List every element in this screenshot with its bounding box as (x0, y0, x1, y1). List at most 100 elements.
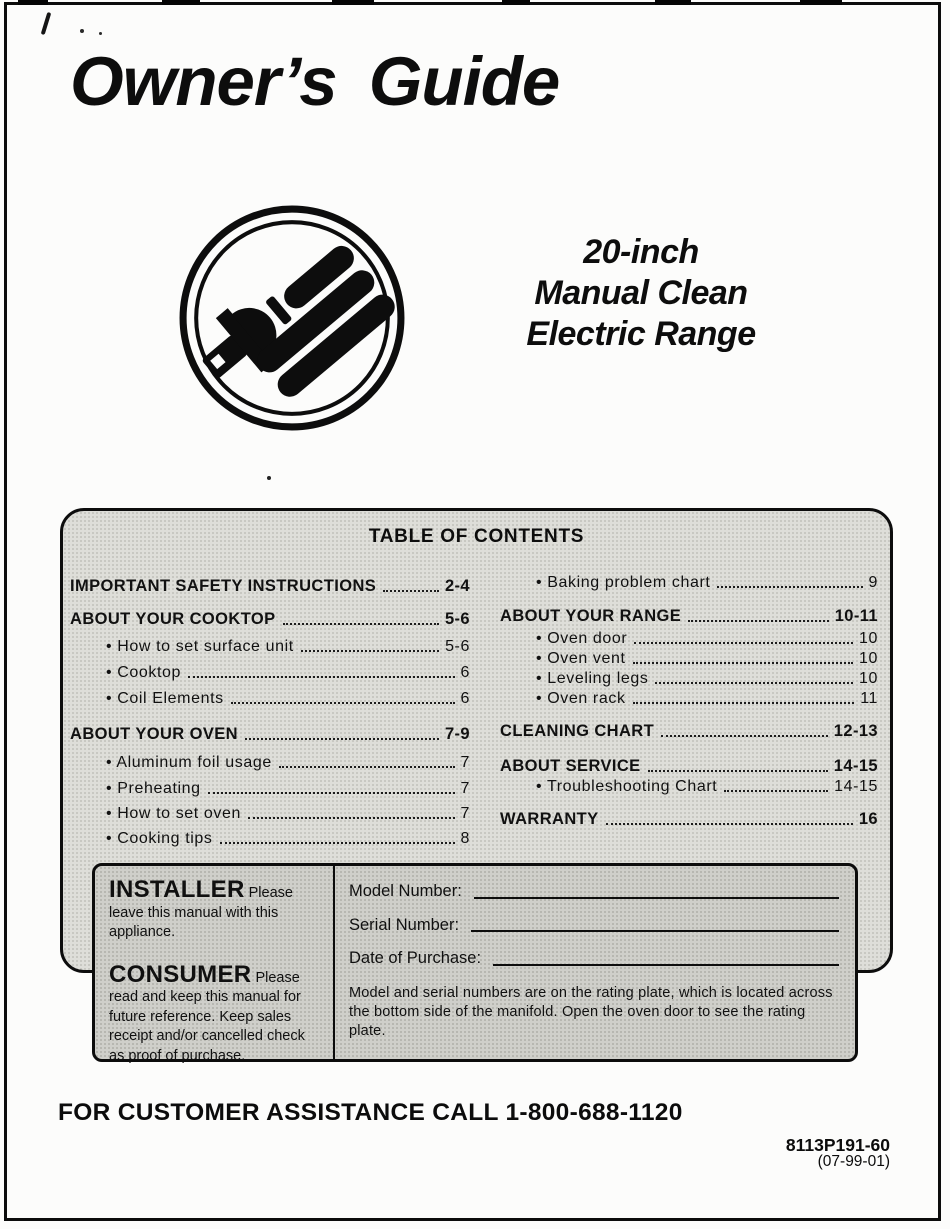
date-of-purchase-label: Date of Purchase: (349, 949, 482, 967)
toc-entry: Coil Elements 6 (70, 684, 470, 708)
dot-leader (219, 842, 455, 844)
toc-entry-label: Cooking tips (70, 830, 213, 848)
product-line: Manual Clean (534, 274, 748, 312)
electric-plug-icon (179, 205, 405, 431)
dot-leader (661, 735, 828, 737)
page-number: 8 (460, 830, 470, 847)
page-number: 11 (860, 690, 878, 707)
toc-entry: Baking problem chart 9 (500, 572, 878, 592)
dot-leader (282, 623, 439, 625)
page-number: 14-15 (833, 757, 878, 775)
dot-leader (717, 586, 863, 588)
page-number: 7 (460, 780, 470, 797)
dot-leader (605, 823, 853, 825)
toc-entry-label: Preheating (70, 780, 201, 798)
dot-leader (688, 620, 829, 622)
toc-entry-label: Oven vent (500, 650, 626, 668)
toc-heading: TABLE OF CONTENTS (368, 526, 585, 547)
serial-number-row: Serial Number: (349, 915, 839, 934)
toc-entry: CLEANING CHART 12-13 (500, 717, 878, 741)
page-number: 7-9 (444, 725, 470, 743)
toc-entry-label: Cooktop (70, 664, 181, 682)
toc-entry: How to set surface unit 5-6 (70, 632, 470, 656)
toc-columns: IMPORTANT SAFETY INSTRUCTIONS 2-4 ABOUT Y… (63, 572, 890, 848)
registration-fields-cell: Model Number: Serial Number: Date of Pur… (335, 866, 855, 1059)
part-number: 8113P191-60 (785, 1135, 890, 1155)
toc-entry: ABOUT YOUR OVEN 7-9 (70, 720, 470, 744)
toc-entry-label: ABOUT YOUR OVEN (70, 725, 238, 743)
page-number: 7 (460, 754, 470, 771)
toc-entry-label: ABOUT YOUR COOKTOP (70, 610, 276, 628)
toc-entry: Cooktop 6 (70, 658, 470, 682)
toc-entry-label: How to set surface unit (70, 638, 294, 656)
scan-artifact (18, 0, 48, 5)
toc-entry-label: WARRANTY (500, 810, 599, 828)
page-number: 5-6 (444, 610, 470, 628)
toc-entry-label: Coil Elements (70, 690, 224, 708)
toc-entry: IMPORTANT SAFETY INSTRUCTIONS 2-4 (70, 572, 470, 596)
toc-entry: Troubleshooting Chart 14-15 (500, 776, 878, 796)
consumer-notice: CONSUMER Please read and keep this manua… (109, 960, 324, 1067)
toc-entry: Leveling legs 10 (500, 668, 878, 688)
dot-leader (632, 662, 853, 664)
toc-entry: ABOUT YOUR COOKTOP 5-6 (70, 605, 470, 629)
consumer-text: Please read and keep this manual for fut… (109, 969, 305, 1064)
customer-assistance-line: FOR CUSTOMER ASSISTANCE CALL 1-800-688-1… (58, 1099, 683, 1126)
product-line: Electric Range (526, 315, 756, 353)
product-line: 20-inch (583, 233, 699, 271)
toc-entry-label: ABOUT SERVICE (500, 757, 641, 775)
toc-entry: Oven rack 11 (500, 688, 878, 708)
toc-entry: ABOUT YOUR RANGE 10-11 (500, 602, 878, 626)
toc-entry-label: Leveling legs (500, 670, 648, 688)
pen-stroke (40, 11, 52, 36)
registration-notice-cell: INSTALLER Please leave this manual with … (95, 866, 335, 1064)
date-of-purchase-row: Date of Purchase: (349, 950, 839, 967)
toc-entry-label: Oven rack (500, 690, 626, 708)
document-code: 8113P191-60 (07-99-01) (786, 1136, 890, 1170)
page-number: 2-4 (444, 577, 470, 595)
toc-entry: Cooking tips 8 (70, 824, 470, 848)
scan-artifact (162, 0, 200, 5)
toc-entry: How to set oven 7 (70, 799, 470, 823)
toc-left-column: IMPORTANT SAFETY INSTRUCTIONS 2-4 ABOUT Y… (70, 572, 470, 848)
model-number-line (473, 895, 839, 899)
toc-entry-label: Aluminum foil usage (70, 754, 272, 772)
dot-leader (207, 792, 455, 794)
toc-entry-label: Baking problem chart (500, 574, 710, 592)
toc-entry-label: Troubleshooting Chart (500, 778, 717, 796)
page-number: 9 (868, 574, 878, 591)
page-title: Owner’s Guide (70, 43, 560, 120)
scan-speck (267, 476, 271, 480)
toc-right-column: Baking problem chart 9 ABOUT YOUR RANGE 10… (500, 572, 878, 848)
page-number: 10-11 (834, 607, 878, 625)
toc-entry-label: How to set oven (70, 805, 241, 823)
toc-entry: ABOUT SERVICE 14-15 (500, 752, 878, 776)
toc-entry: Oven vent 10 (500, 648, 878, 668)
model-number-label: Model Number: (349, 882, 462, 900)
toc-entry-label: Oven door (500, 630, 627, 648)
pen-dot (99, 32, 102, 35)
dot-leader (647, 770, 828, 772)
toc-entry-label: ABOUT YOUR RANGE (500, 607, 682, 625)
toc-entry-label: CLEANING CHART (500, 722, 655, 740)
registration-box: INSTALLER Please leave this manual with … (92, 863, 858, 1064)
page-number: 6 (460, 690, 470, 707)
toc-entry: Preheating 7 (70, 774, 470, 798)
scan-artifact (800, 0, 842, 5)
page-number: 14-15 (834, 778, 878, 795)
installer-notice: INSTALLER Please leave this manual with … (109, 878, 324, 943)
toc-entry-label: IMPORTANT SAFETY INSTRUCTIONS (70, 577, 377, 595)
dot-leader (230, 702, 455, 704)
serial-number-label: Serial Number: (349, 915, 460, 934)
scan-artifact (502, 0, 530, 5)
scan-artifact (332, 0, 374, 5)
consumer-heading: CONSUMER (109, 960, 252, 988)
product-name: 20-inch Manual Clean Electric Range (505, 232, 777, 355)
dot-leader (724, 790, 829, 792)
rating-plate-note: Model and serial numbers are on the rati… (349, 984, 833, 1039)
page-number: 10 (859, 670, 878, 687)
scan-artifact (655, 0, 691, 5)
dot-leader (278, 766, 455, 768)
toc-entry: Oven door 10 (500, 628, 878, 648)
